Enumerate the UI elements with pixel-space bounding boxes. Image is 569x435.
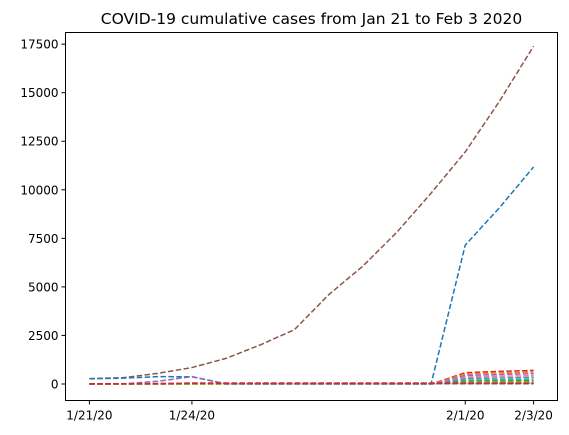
plot-area [65, 32, 558, 401]
x-tick-label: 2/1/20 [446, 409, 485, 423]
y-tick-label: 12500 [20, 135, 58, 149]
y-tick-label: 0 [51, 377, 59, 391]
y-tick-label: 5000 [28, 280, 59, 294]
y-axis: 0 2500 5000 7500 10000 12500 15000 17500 [20, 38, 66, 391]
y-tick-label: 17500 [20, 38, 58, 52]
x-tick-label: 1/21/20 [66, 409, 112, 423]
x-axis: 1/21/20 1/24/20 2/1/20 2/3/20 [66, 400, 553, 423]
series-layer [89, 45, 535, 385]
chart-title: COVID-19 cumulative cases from Jan 21 to… [101, 10, 522, 28]
y-tick-label: 10000 [20, 183, 58, 197]
x-tick-label: 1/24/20 [169, 409, 215, 423]
series-line-1 [89, 45, 535, 380]
y-tick-label: 2500 [28, 329, 59, 343]
y-tick-label: 7500 [28, 232, 59, 246]
series-line-2 [89, 166, 535, 385]
x-tick-label: 2/3/20 [514, 409, 553, 423]
y-tick-label: 15000 [20, 86, 58, 100]
